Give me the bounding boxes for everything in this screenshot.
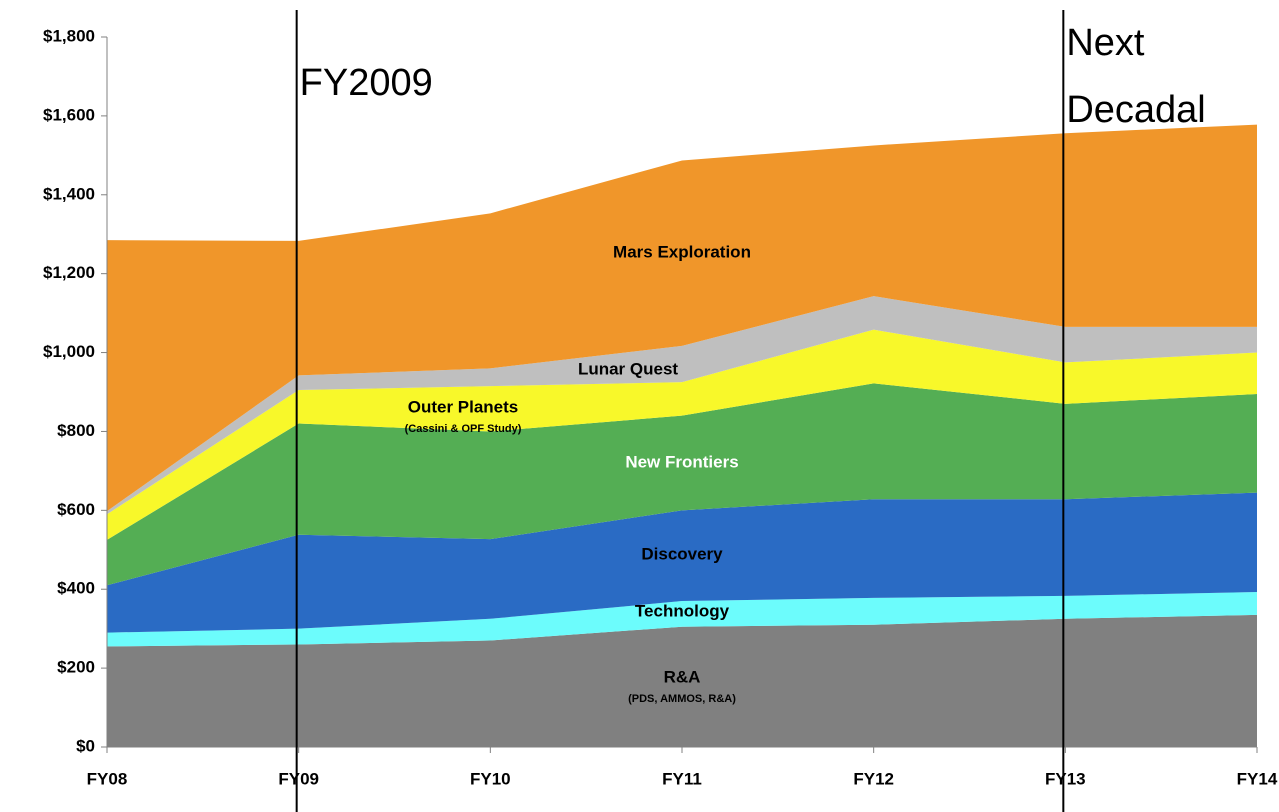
series-sublabel: (PDS, AMMOS, R&A) [628,693,736,705]
x-tick-label: FY08 [87,769,128,788]
y-tick-label: $1,000 [43,342,95,361]
annotation-text: Decadal [1066,89,1205,131]
series-sublabel: (Cassini & OPF Study) [405,423,522,435]
x-tick-label: FY14 [1237,769,1278,788]
y-tick-label: $200 [57,658,95,677]
y-tick-label: $1,200 [43,263,95,282]
x-tick-label: FY11 [662,769,702,788]
x-tick-label: FY13 [1045,769,1086,788]
series-label: New Frontiers [625,452,738,471]
area [107,492,1257,633]
area [107,329,1257,540]
area [107,124,1257,512]
annotation-text: Next [1066,22,1145,64]
series-label: Discovery [641,544,723,563]
x-tick-label: FY10 [470,769,511,788]
annotation-text: FY2009 [300,62,433,104]
area [107,383,1257,586]
y-tick-label: $600 [57,500,95,519]
y-tick-label: $1,800 [43,26,95,45]
y-tick-label: $800 [57,421,95,440]
series-label: Technology [635,601,730,620]
area [107,591,1257,647]
series-label: Outer Planets [408,397,519,416]
series-label: Mars Exploration [613,242,751,261]
y-tick-label: $400 [57,579,95,598]
y-tick-label: $1,600 [43,105,95,124]
x-tick-label: FY12 [853,769,894,788]
y-tick-label: $0 [76,736,95,755]
x-tick-label: FY09 [278,769,319,788]
series-label: R&A [664,667,701,686]
y-tick-label: $1,400 [43,184,95,203]
series-label: Lunar Quest [578,359,678,378]
area [107,614,1257,747]
